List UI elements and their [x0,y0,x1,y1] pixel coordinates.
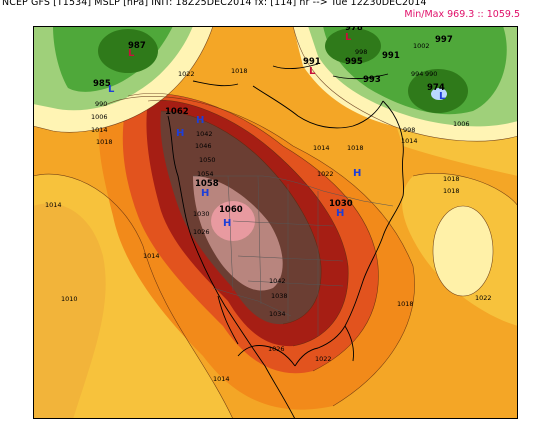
isobar-label: 1050 [199,156,216,164]
isobar-line [160,110,322,325]
isobar-label: 1014 [213,375,230,383]
isobar-label: 1026 [193,228,210,236]
isobar-label: 1038 [271,292,288,300]
low-pressure-center: L [108,84,115,95]
field-low-ne-core-2 [325,28,381,64]
borders [193,175,394,336]
isobar-label: 994 [411,70,423,78]
coastlines [167,63,405,419]
isobar-label: 1014 [313,144,330,152]
coastline-west [167,115,296,419]
isobar-line [33,26,214,133]
isobar-label: 993 [363,75,381,85]
isobar-label: 1030 [193,210,210,218]
coastline-arctic [192,63,389,87]
pressure-centers: L L L L L H H H H H H [108,32,446,229]
isobar-label: 1022 [315,355,332,363]
field-gold-w [33,203,106,419]
isobar-label: 1018 [443,175,460,183]
isobar-label: 1014 [45,201,62,209]
isobar-label: 1022 [475,294,492,302]
isobar-label: 974 [427,83,445,93]
isobar-label: 997 [435,35,453,45]
min-max-readout: Min/Max 969.3 :: 1059.5 [404,9,520,20]
isobar-label: 1014 [401,137,418,145]
isobar-line [102,96,415,407]
isobar-label: 1018 [96,138,113,146]
isobar-label: 1006 [91,113,108,121]
isobar-line [147,99,349,347]
isobar-label: 1018 [347,144,364,152]
border-us-canada [193,175,394,207]
isobar-label: 1014 [91,126,108,134]
isobar-label: 998 [403,126,415,134]
isobar-label: 1006 [453,120,470,128]
isobar-label: 998 [355,48,367,56]
high-pressure-center: H [353,168,361,179]
field-low-nw-core [98,29,158,73]
high-pressure-center: H [196,115,204,126]
border-states [227,175,344,336]
map-title: NCEP GFS [T1534] MSLP [hPa] INIT: 18Z25D… [2,0,427,8]
map-border [33,26,518,419]
coastline-florida [344,325,354,362]
isobar-label: 1058 [195,179,219,189]
isobar-label: 1022 [178,70,195,78]
isobar-line [292,26,518,142]
low-pressure-center: L [128,48,135,59]
isobar-label: 990 [95,100,107,108]
isobar-label: 1026 [268,345,285,353]
high-pressure-center: H [176,128,184,139]
isobar-label: 1054 [197,170,214,178]
isobar-label: 987 [128,41,146,51]
coastline-east [294,195,404,367]
isobar-label: 1022 [317,170,334,178]
coastline-gulf [237,345,296,367]
border-us-mexico [212,287,292,317]
low-pressure-center: L [439,91,446,102]
isobar-line [33,173,234,419]
isobar-label: 991 [303,57,321,67]
isobar-label: 1042 [196,130,213,138]
high-pressure-center: H [336,208,344,219]
isobar-label: 985 [93,79,111,89]
coastline-baja [217,295,239,345]
low-pressure-center: L [345,32,352,43]
isobar-label: 1018 [443,187,460,195]
isobar-label: 990 [425,70,437,78]
isobar-label: 1018 [231,67,248,75]
isobar-label: 1042 [269,277,286,285]
isobar-label: 1002 [413,42,430,50]
coastline-hudson [252,85,384,129]
isobar-line [432,205,494,297]
isobar-label: 995 [345,57,363,67]
high-pressure-center: H [223,218,231,229]
isobar-label: 1060 [219,205,243,215]
high-pressure-center: H [201,188,209,199]
isobar-label: 978 [345,26,363,33]
coastline-labrador [382,100,405,197]
field-bright-se [433,206,493,296]
isobar-label: 1034 [269,310,286,318]
isobar-label: 1030 [329,199,353,209]
isobar-label: 1062 [165,107,189,117]
isobar-label: 1046 [195,142,212,150]
isobar-label: 1010 [61,295,78,303]
isobar-label: 1014 [143,252,160,260]
isobar-label: 1018 [397,300,414,308]
isobar-line [412,173,518,207]
isobar-label: 991 [382,51,400,61]
low-pressure-center: L [309,66,316,77]
field-low-ne-eye [431,88,447,100]
